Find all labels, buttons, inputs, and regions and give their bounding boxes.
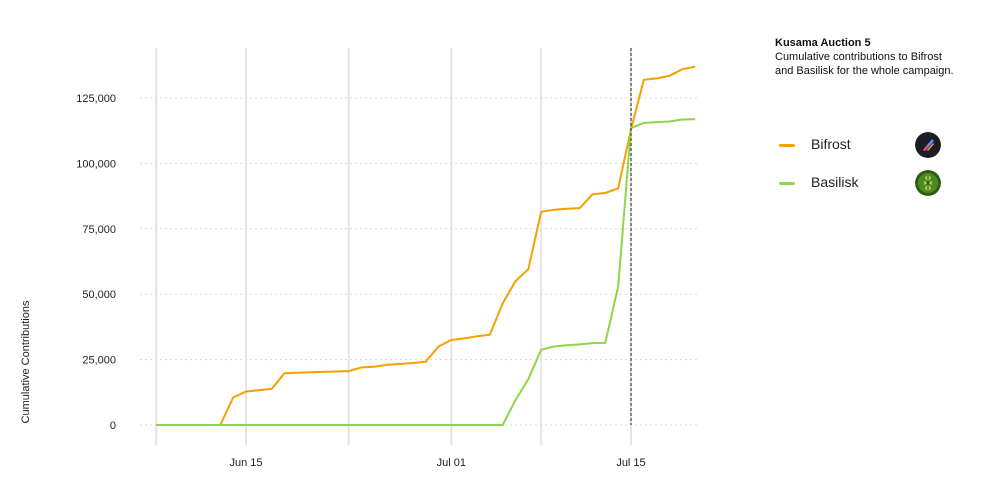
legend-label-basilisk: Basilisk [811,174,859,190]
y-tick-label: 25,000 [82,355,116,367]
y-tick-label: 75,000 [82,224,116,236]
x-axis-ticks: Jun 15 Jul 01 Jul 15 [229,457,645,469]
x-tick-label: Jun 15 [229,457,262,469]
legend-item-basilisk: Basilisk [779,170,949,210]
panel-title: Kusama Auction 5 [775,37,871,49]
basilisk-logo-icon [915,170,941,196]
panel-subtitle: Cumulative contributions to Bifrost and … [775,51,954,77]
bifrost-logo-icon [915,132,941,158]
y-tick-label: 50,000 [82,289,116,301]
legend-swatch-basilisk [779,182,795,185]
y-axis-ticks: 0 25,000 50,000 75,000 100,000 125,000 [76,93,116,432]
y-axis-label: Cumulative Contributions [20,300,32,423]
series-line-basilisk [156,118,696,426]
series-line-bifrost [156,65,696,426]
legend: Bifrost Basilisk [779,132,949,210]
legend-item-bifrost: Bifrost [779,132,949,172]
horizontal-gridlines [140,97,697,426]
line-chart: 0 25,000 50,000 75,000 100,000 125,000 Jun 15… [20,48,697,469]
legend-label-bifrost: Bifrost [811,136,851,152]
x-tick-label: Jul 15 [616,457,645,469]
info-panel: Kusama Auction 5 Cumulative contribution… [775,36,975,78]
x-tick-label: Jul 01 [437,457,466,469]
y-tick-label: 125,000 [76,93,116,105]
y-tick-label: 0 [110,420,116,432]
vertical-gridlines [155,48,632,445]
y-tick-label: 100,000 [76,158,116,170]
series-lines [156,65,696,426]
legend-swatch-bifrost [779,144,795,147]
